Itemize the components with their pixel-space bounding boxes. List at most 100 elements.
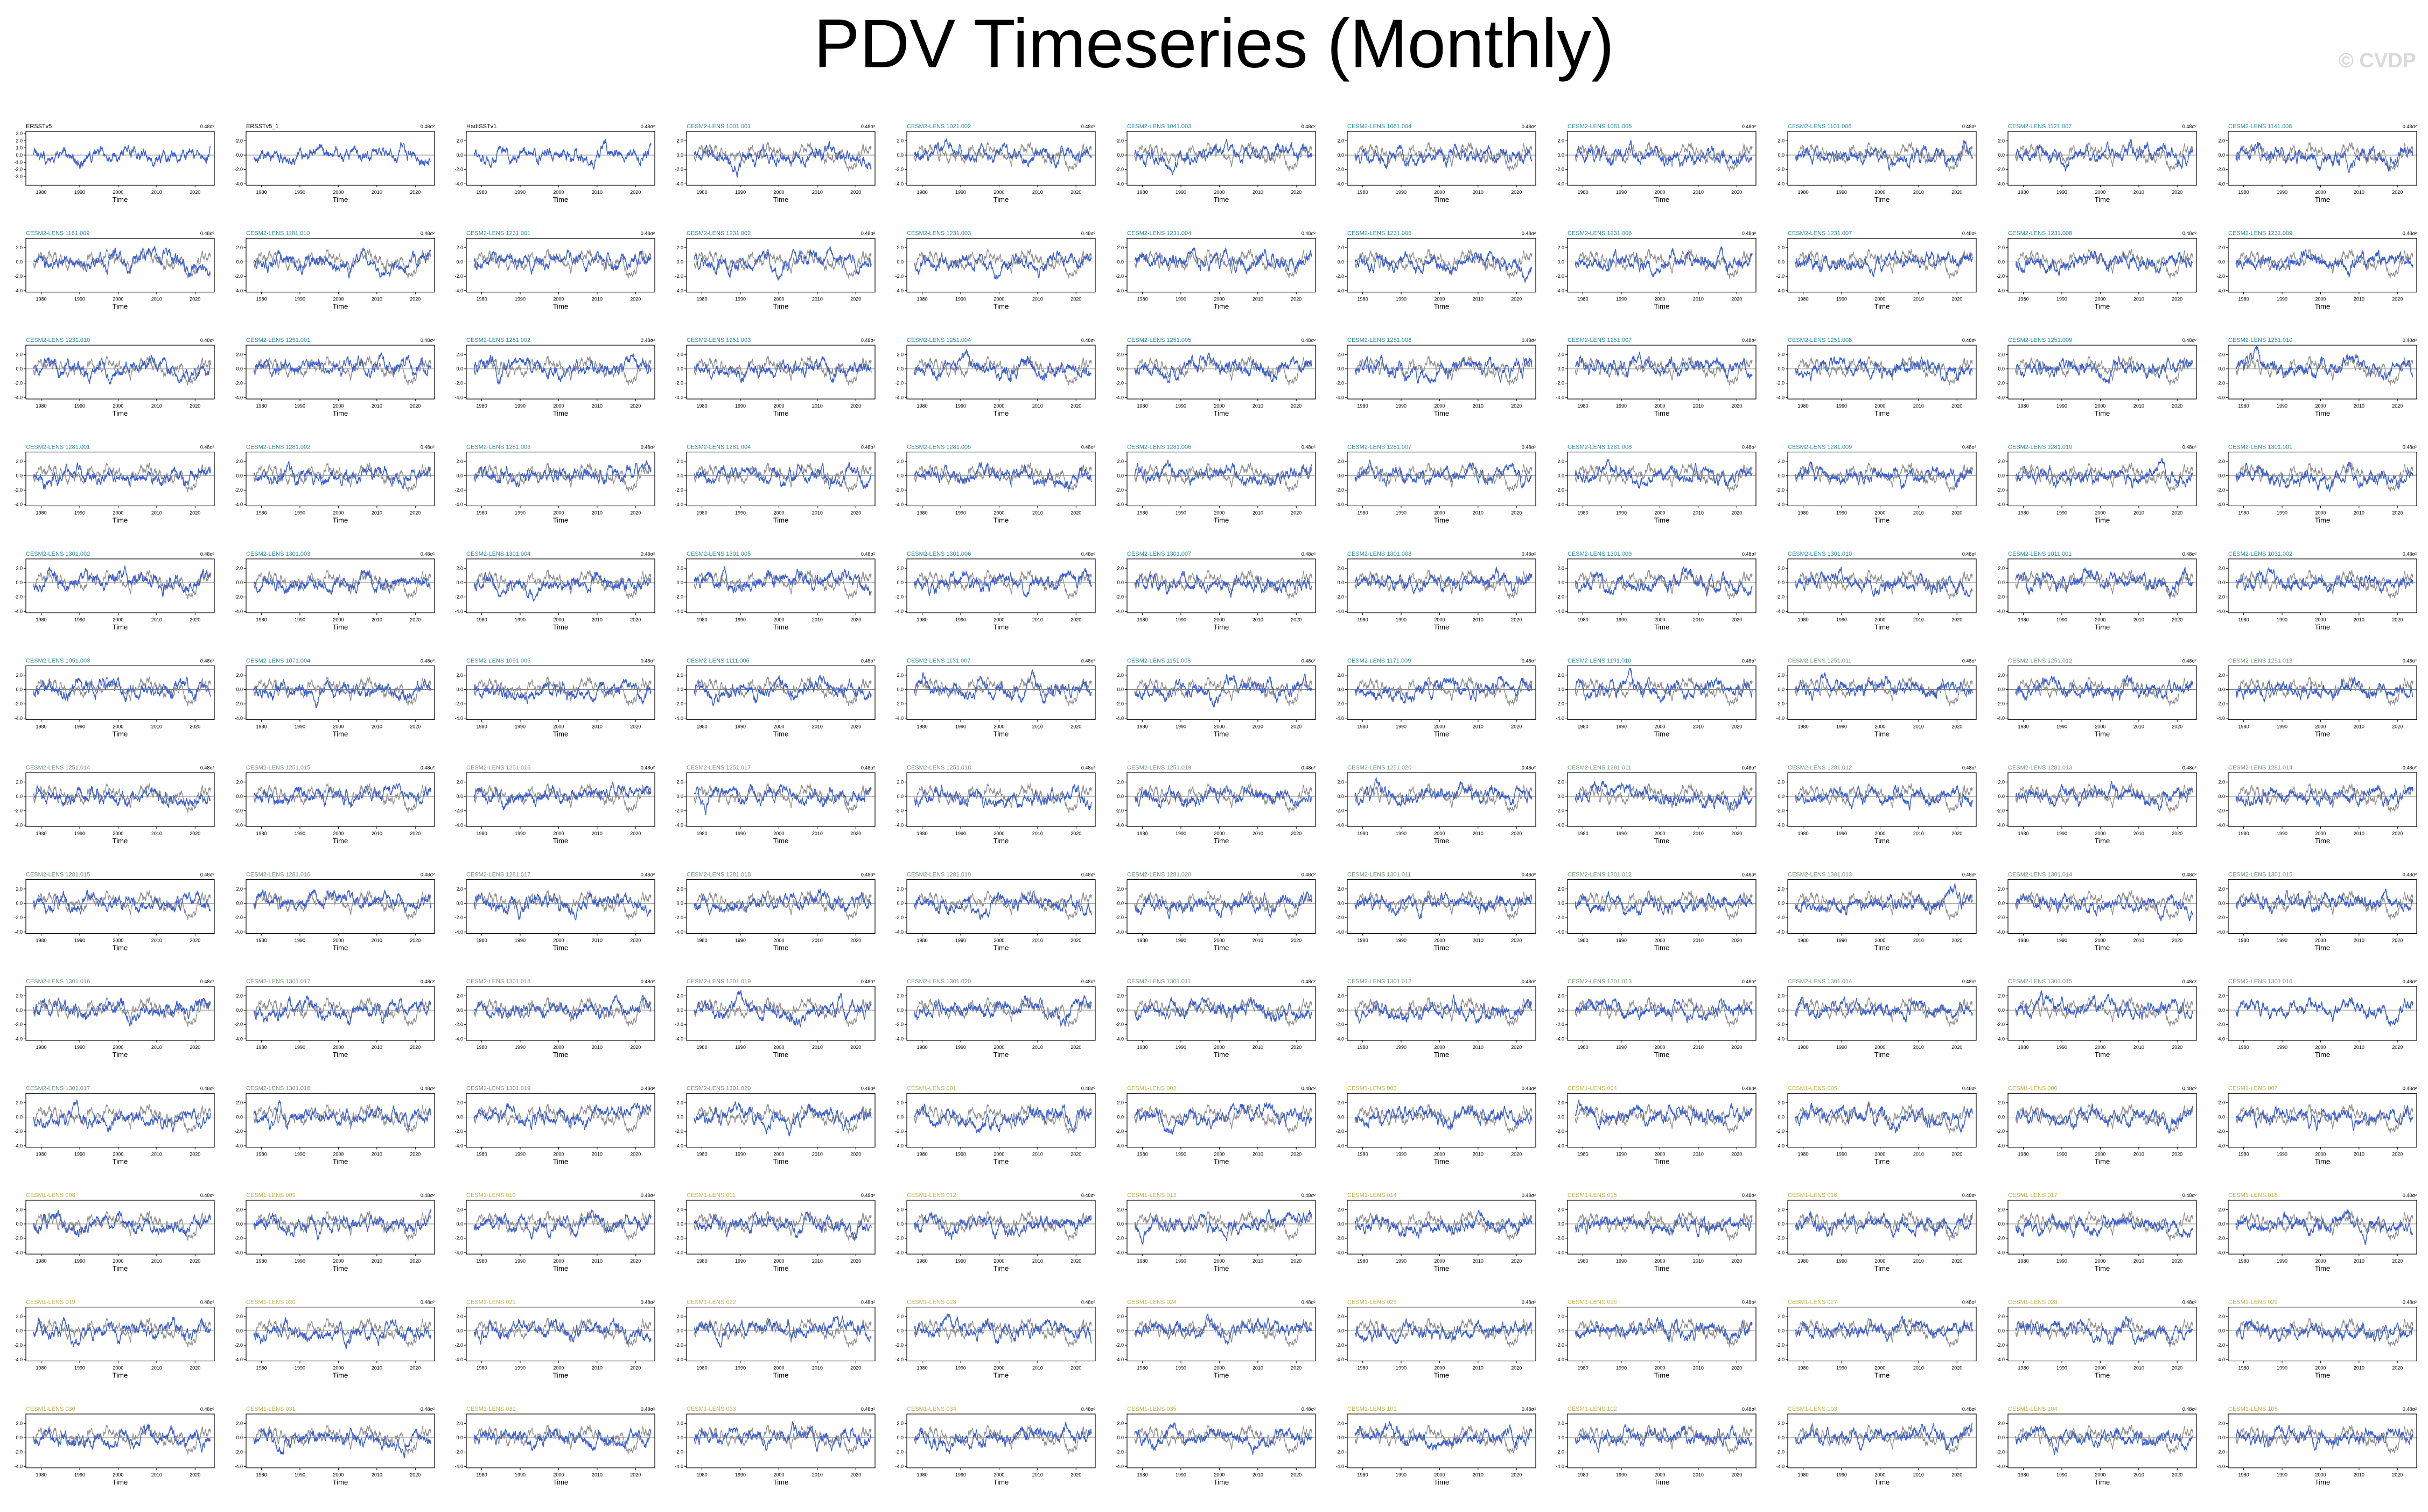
x-tick-label: 2010 xyxy=(1913,403,1924,409)
y-tick-label: 0.0 xyxy=(456,1115,463,1120)
model-series-line xyxy=(1354,1318,1533,1345)
y-tick-label: -4.0 xyxy=(1335,1143,1344,1149)
panel: CESM2-LENS 1231.005 0.48σ²2.00.0-2.0-4.01… xyxy=(1335,230,1536,311)
x-tick-label: 2020 xyxy=(1511,190,1522,195)
y-tick-label: -2.0 xyxy=(1335,808,1344,814)
y-tick-label: -4.0 xyxy=(895,1357,904,1362)
panel-stat-label: 0.48σ² xyxy=(1081,872,1095,878)
y-tick-label: 2.0 xyxy=(1778,565,1785,571)
panel: CESM2-LENS 1281.016 0.48σ²2.00.0-2.0-4.01… xyxy=(234,872,435,952)
panel: CESM2-LENS 1301.009 0.48σ²2.00.0-2.0-4.01… xyxy=(1556,551,1757,631)
plot-frame xyxy=(1567,451,1757,507)
x-tick-label: 1990 xyxy=(1175,1366,1186,1371)
panel-stat-label: 0.48σ² xyxy=(2403,231,2417,236)
y-tick-label: 2.0 xyxy=(456,886,463,892)
obs-series-line xyxy=(1134,142,1312,172)
y-tick-label: -2.0 xyxy=(1996,701,2005,706)
panel: CESM2-LENS 1251.020 0.48σ²2.00.0-2.0-4.01… xyxy=(1335,765,1536,845)
x-tick-label: 2010 xyxy=(372,831,382,836)
y-tick-label: -4.0 xyxy=(234,1143,243,1149)
panel-stat-label: 0.48σ² xyxy=(641,338,655,343)
x-tick-label: 1980 xyxy=(1798,1045,1809,1050)
panel-stat-label: 0.48σ² xyxy=(2182,1406,2196,1412)
y-tick-label: -2.0 xyxy=(14,1450,23,1455)
x-axis-label: Time xyxy=(113,1264,128,1272)
plot-frame xyxy=(25,986,215,1041)
y-tick-label: -2.0 xyxy=(1996,808,2005,814)
plot-frame xyxy=(25,1413,215,1468)
y-tick-label: -4.0 xyxy=(14,822,23,828)
x-tick-label: 2010 xyxy=(1913,724,1924,730)
x-tick-label: 2010 xyxy=(812,1472,823,1478)
y-tick-label: -4.0 xyxy=(1556,1036,1564,1041)
obs-series-line xyxy=(2235,142,2413,172)
y-tick-label: 2.0 xyxy=(1117,1207,1124,1212)
panel-stat-label: 0.48σ² xyxy=(1522,1300,1536,1305)
x-tick-label: 1990 xyxy=(955,1152,966,1157)
panel-stat-label: 0.48σ² xyxy=(1742,124,1756,129)
x-tick-label: 1980 xyxy=(2018,1152,2029,1157)
y-tick-label: -4.0 xyxy=(14,1464,23,1469)
obs-series-line xyxy=(694,1318,872,1348)
panel-stat-label: 0.48σ² xyxy=(1522,1086,1536,1091)
x-tick-label: 2000 xyxy=(1654,510,1665,516)
model-series-line xyxy=(1795,1211,1973,1238)
y-tick-label: -2.0 xyxy=(1335,701,1344,706)
x-tick-label: 1990 xyxy=(1175,1472,1186,1478)
x-tick-label: 2000 xyxy=(2315,831,2326,836)
y-tick-label: -2.0 xyxy=(1115,594,1124,600)
x-tick-label: 1990 xyxy=(295,403,305,409)
x-axis-label: Time xyxy=(773,837,788,845)
plot-frame xyxy=(2007,986,2197,1041)
y-tick-label: 2.0 xyxy=(456,352,463,357)
panel: CESM2-LENS 1121.007 0.48σ²2.00.0-2.0-4.01… xyxy=(1996,123,2197,204)
panel-title: ERSSTv5_1 xyxy=(246,123,279,130)
x-tick-label: 2000 xyxy=(113,190,123,195)
x-tick-label: 2020 xyxy=(2392,297,2403,302)
x-tick-label: 1980 xyxy=(1578,403,1589,409)
y-tick-label: 2.0 xyxy=(1117,673,1124,678)
x-tick-label: 2020 xyxy=(1951,403,1962,409)
y-tick-label: -2.0 xyxy=(1335,1129,1344,1134)
plot-frame xyxy=(1787,986,1977,1041)
y-tick-label: 2.0 xyxy=(16,459,23,464)
x-tick-label: 1980 xyxy=(917,1045,928,1050)
x-tick-label: 2000 xyxy=(993,724,1004,730)
x-tick-label: 1980 xyxy=(1137,190,1148,195)
x-axis-label: Time xyxy=(113,195,128,204)
y-tick-label: -2.0 xyxy=(1996,594,2005,600)
y-tick-label: -4.0 xyxy=(1776,1464,1785,1469)
model-series-line xyxy=(1795,140,1973,172)
obs-series-line xyxy=(1354,1210,1533,1241)
x-tick-label: 1990 xyxy=(955,831,966,836)
x-tick-label: 1980 xyxy=(917,1472,928,1478)
x-axis-label: Time xyxy=(333,195,348,204)
x-tick-label: 1980 xyxy=(1798,1258,1809,1264)
y-tick-label: 2.0 xyxy=(456,1207,463,1212)
x-tick-label: 2020 xyxy=(2392,724,2403,730)
model-series-line xyxy=(2235,1319,2413,1342)
x-tick-label: 2020 xyxy=(1070,1045,1081,1050)
x-tick-label: 2000 xyxy=(1434,724,1445,730)
y-tick-label: 0.0 xyxy=(2218,687,2225,692)
y-tick-label: -2.0 xyxy=(1776,381,1785,386)
y-tick-label: 0.0 xyxy=(897,1435,904,1440)
x-tick-label: 2010 xyxy=(1693,1152,1704,1157)
panel-stat-label: 0.48σ² xyxy=(421,445,435,450)
x-tick-label: 1990 xyxy=(735,297,746,302)
panel-title: CESM2-LENS 1301.018 xyxy=(466,978,530,985)
y-tick-label: 2.0 xyxy=(456,565,463,571)
model-series-line xyxy=(2015,989,2193,1020)
x-tick-label: 1980 xyxy=(697,1045,708,1050)
x-axis-label: Time xyxy=(773,730,788,738)
y-tick-label: 0.0 xyxy=(897,794,904,799)
y-tick-label: -2.0 xyxy=(675,594,683,600)
x-tick-label: 2010 xyxy=(2133,724,2144,730)
y-tick-label: -4.0 xyxy=(1996,1250,2005,1255)
x-tick-label: 1980 xyxy=(1358,1472,1368,1478)
y-tick-label: -2.0 xyxy=(675,1342,683,1348)
plot-frame xyxy=(1126,558,1316,613)
x-tick-label: 2020 xyxy=(2172,1258,2182,1264)
x-tick-label: 2020 xyxy=(1731,1472,1742,1478)
